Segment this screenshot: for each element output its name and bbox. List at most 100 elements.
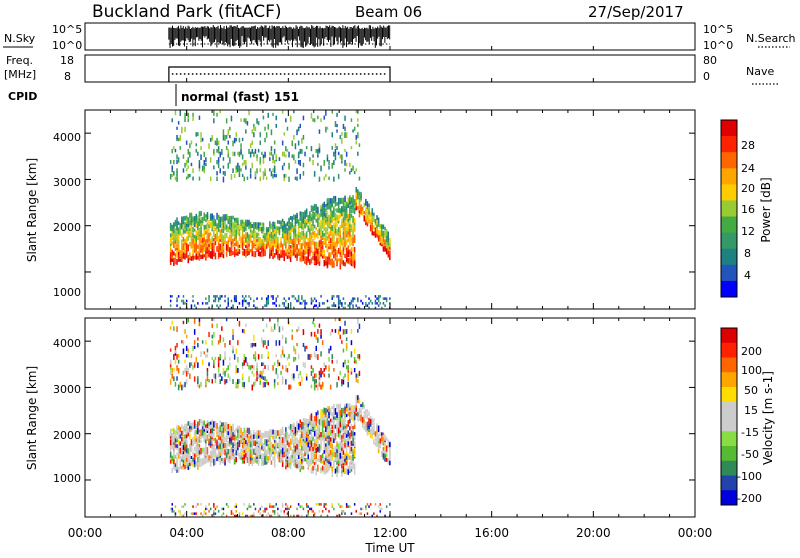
echo-cell bbox=[203, 165, 205, 170]
echo-cell bbox=[318, 379, 321, 383]
echo-cell bbox=[329, 437, 332, 442]
echo-cell bbox=[345, 151, 348, 157]
echo-cell bbox=[376, 221, 378, 229]
echo-cell bbox=[333, 260, 335, 267]
echo-cell bbox=[248, 503, 250, 506]
velocity-cbar-tick-neg200: -200 bbox=[737, 492, 762, 505]
echo-cell bbox=[211, 323, 213, 328]
echo-cell bbox=[336, 405, 338, 410]
echo-cell bbox=[297, 381, 300, 385]
echo-cell bbox=[173, 222, 175, 229]
echo-cell bbox=[201, 165, 204, 172]
echo-cell bbox=[310, 467, 313, 474]
freq-data bbox=[168, 66, 391, 82]
echo-cell bbox=[304, 210, 306, 214]
echo-cell bbox=[357, 189, 359, 195]
echo-cell bbox=[317, 115, 319, 120]
echo-cell bbox=[222, 235, 225, 241]
echo-cell bbox=[243, 381, 245, 388]
echo-cell bbox=[225, 251, 228, 257]
echo-cell bbox=[214, 441, 217, 447]
echo-cell bbox=[222, 457, 225, 464]
echo-cell bbox=[328, 235, 330, 242]
echo-cell bbox=[352, 228, 354, 236]
echo-cell bbox=[329, 456, 332, 461]
echo-cell bbox=[344, 457, 346, 462]
echo-cell bbox=[345, 132, 348, 139]
echo-cell bbox=[189, 143, 191, 149]
echo-cell bbox=[169, 447, 172, 453]
echo-cell bbox=[262, 457, 265, 462]
echo-cell bbox=[189, 227, 191, 232]
echo-cell bbox=[281, 376, 284, 380]
echo-cell bbox=[281, 334, 284, 340]
echo-cell bbox=[225, 438, 228, 443]
echo-cell bbox=[200, 429, 202, 437]
echo-cell bbox=[245, 356, 247, 363]
echo-cell bbox=[342, 348, 345, 353]
echo-cell bbox=[177, 121, 180, 125]
echo-cell bbox=[213, 427, 215, 432]
echo-cell bbox=[241, 362, 244, 367]
echo-cell bbox=[241, 376, 244, 381]
echo-cell bbox=[241, 228, 244, 233]
echo-cell bbox=[320, 221, 322, 229]
echo-cell bbox=[325, 449, 327, 456]
echo-cell bbox=[227, 424, 229, 430]
echo-cell bbox=[361, 402, 364, 408]
echo-cell bbox=[297, 160, 300, 165]
colorbar-cell bbox=[721, 248, 737, 266]
echo-cell bbox=[224, 443, 226, 449]
echo-cell bbox=[219, 424, 221, 432]
echo-cell bbox=[216, 176, 218, 182]
echo-cell bbox=[304, 233, 306, 239]
echo-cell bbox=[264, 457, 266, 465]
echo-cell bbox=[334, 227, 337, 234]
colorbar-cell bbox=[721, 342, 737, 358]
echo-cell bbox=[177, 254, 180, 261]
echo-cell bbox=[309, 415, 311, 422]
echo-cell bbox=[185, 230, 188, 234]
echo-cell bbox=[312, 447, 314, 452]
echo-cell bbox=[245, 118, 247, 124]
echo-cell bbox=[185, 438, 188, 445]
echo-cell bbox=[187, 225, 189, 230]
echo-cell bbox=[209, 459, 212, 463]
echo-cell bbox=[201, 514, 204, 518]
echo-cell bbox=[313, 373, 316, 379]
echo-cell bbox=[214, 373, 217, 379]
echo-cell bbox=[233, 217, 236, 222]
echo-cell bbox=[336, 430, 338, 437]
echo-cell bbox=[213, 223, 215, 229]
echo-cell bbox=[341, 304, 343, 307]
echo-cell bbox=[312, 255, 314, 260]
echo-cell bbox=[171, 224, 173, 230]
echo-cell bbox=[347, 465, 349, 470]
echo-cell bbox=[350, 444, 353, 452]
echo-cell bbox=[368, 205, 370, 211]
echo-cell bbox=[344, 214, 346, 221]
echo-cell bbox=[289, 514, 292, 518]
echo-cell bbox=[337, 302, 340, 305]
echo-cell bbox=[217, 362, 220, 368]
echo-cell bbox=[205, 239, 207, 246]
echo-cell bbox=[174, 381, 177, 387]
echo-cell bbox=[371, 418, 373, 426]
echo-cell bbox=[325, 503, 327, 506]
echo-cell bbox=[297, 326, 300, 331]
echo-cell bbox=[328, 365, 330, 371]
echo-cell bbox=[275, 450, 277, 455]
echo-cell bbox=[254, 507, 257, 511]
echo-cell bbox=[288, 232, 290, 239]
echo-cell bbox=[181, 455, 183, 460]
echo-cell bbox=[253, 448, 255, 455]
echo-cell bbox=[349, 505, 351, 508]
echo-cell bbox=[315, 373, 317, 378]
echo-cell bbox=[185, 454, 188, 462]
echo-cell bbox=[259, 453, 261, 459]
echo-cell bbox=[221, 422, 223, 427]
echo-cell bbox=[227, 216, 229, 220]
echo-cell bbox=[184, 359, 186, 364]
echo-cell bbox=[288, 151, 290, 158]
echo-cell bbox=[251, 450, 253, 456]
